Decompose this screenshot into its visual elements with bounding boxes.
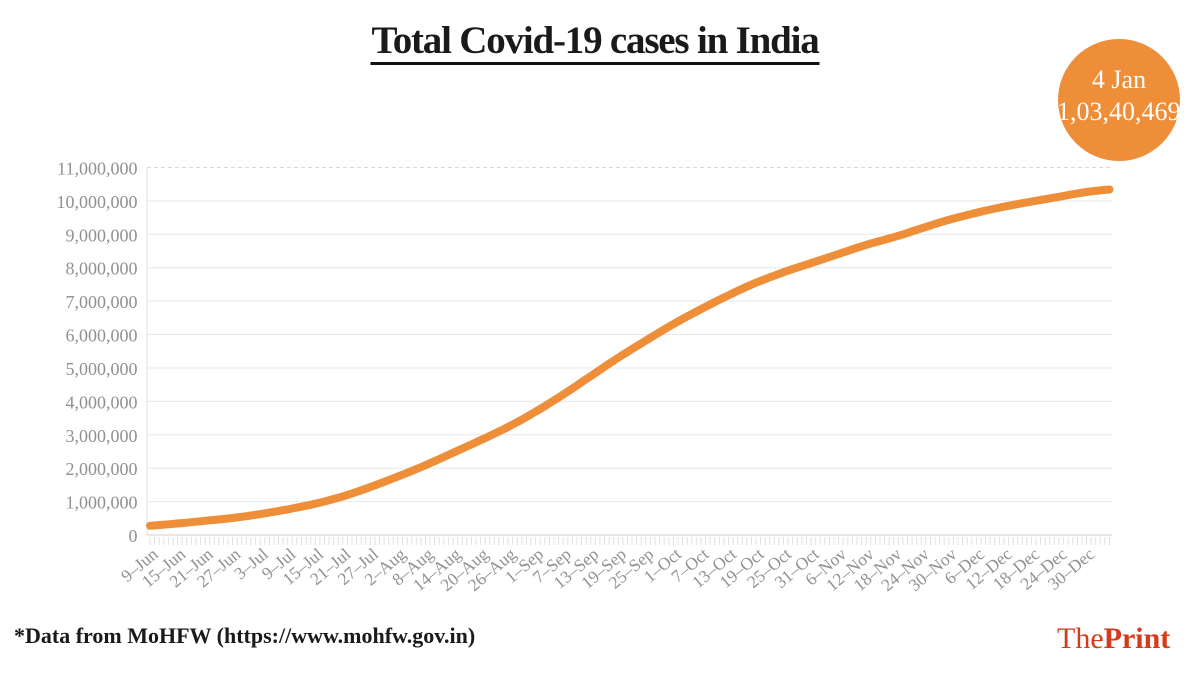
- svg-text:6,000,000: 6,000,000: [66, 326, 138, 346]
- svg-text:1,000,000: 1,000,000: [66, 493, 138, 513]
- svg-text:10,000,000: 10,000,000: [57, 192, 138, 212]
- svg-text:5,000,000: 5,000,000: [66, 359, 138, 379]
- svg-text:11,000,000: 11,000,000: [57, 159, 137, 179]
- svg-text:2,000,000: 2,000,000: [66, 459, 138, 479]
- svg-text:9,000,000: 9,000,000: [66, 225, 138, 245]
- svg-text:7,000,000: 7,000,000: [66, 292, 138, 312]
- svg-text:3,000,000: 3,000,000: [66, 426, 138, 446]
- svg-text:8,000,000: 8,000,000: [66, 259, 138, 279]
- svg-text:4,000,000: 4,000,000: [66, 392, 138, 412]
- svg-text:0: 0: [129, 526, 138, 546]
